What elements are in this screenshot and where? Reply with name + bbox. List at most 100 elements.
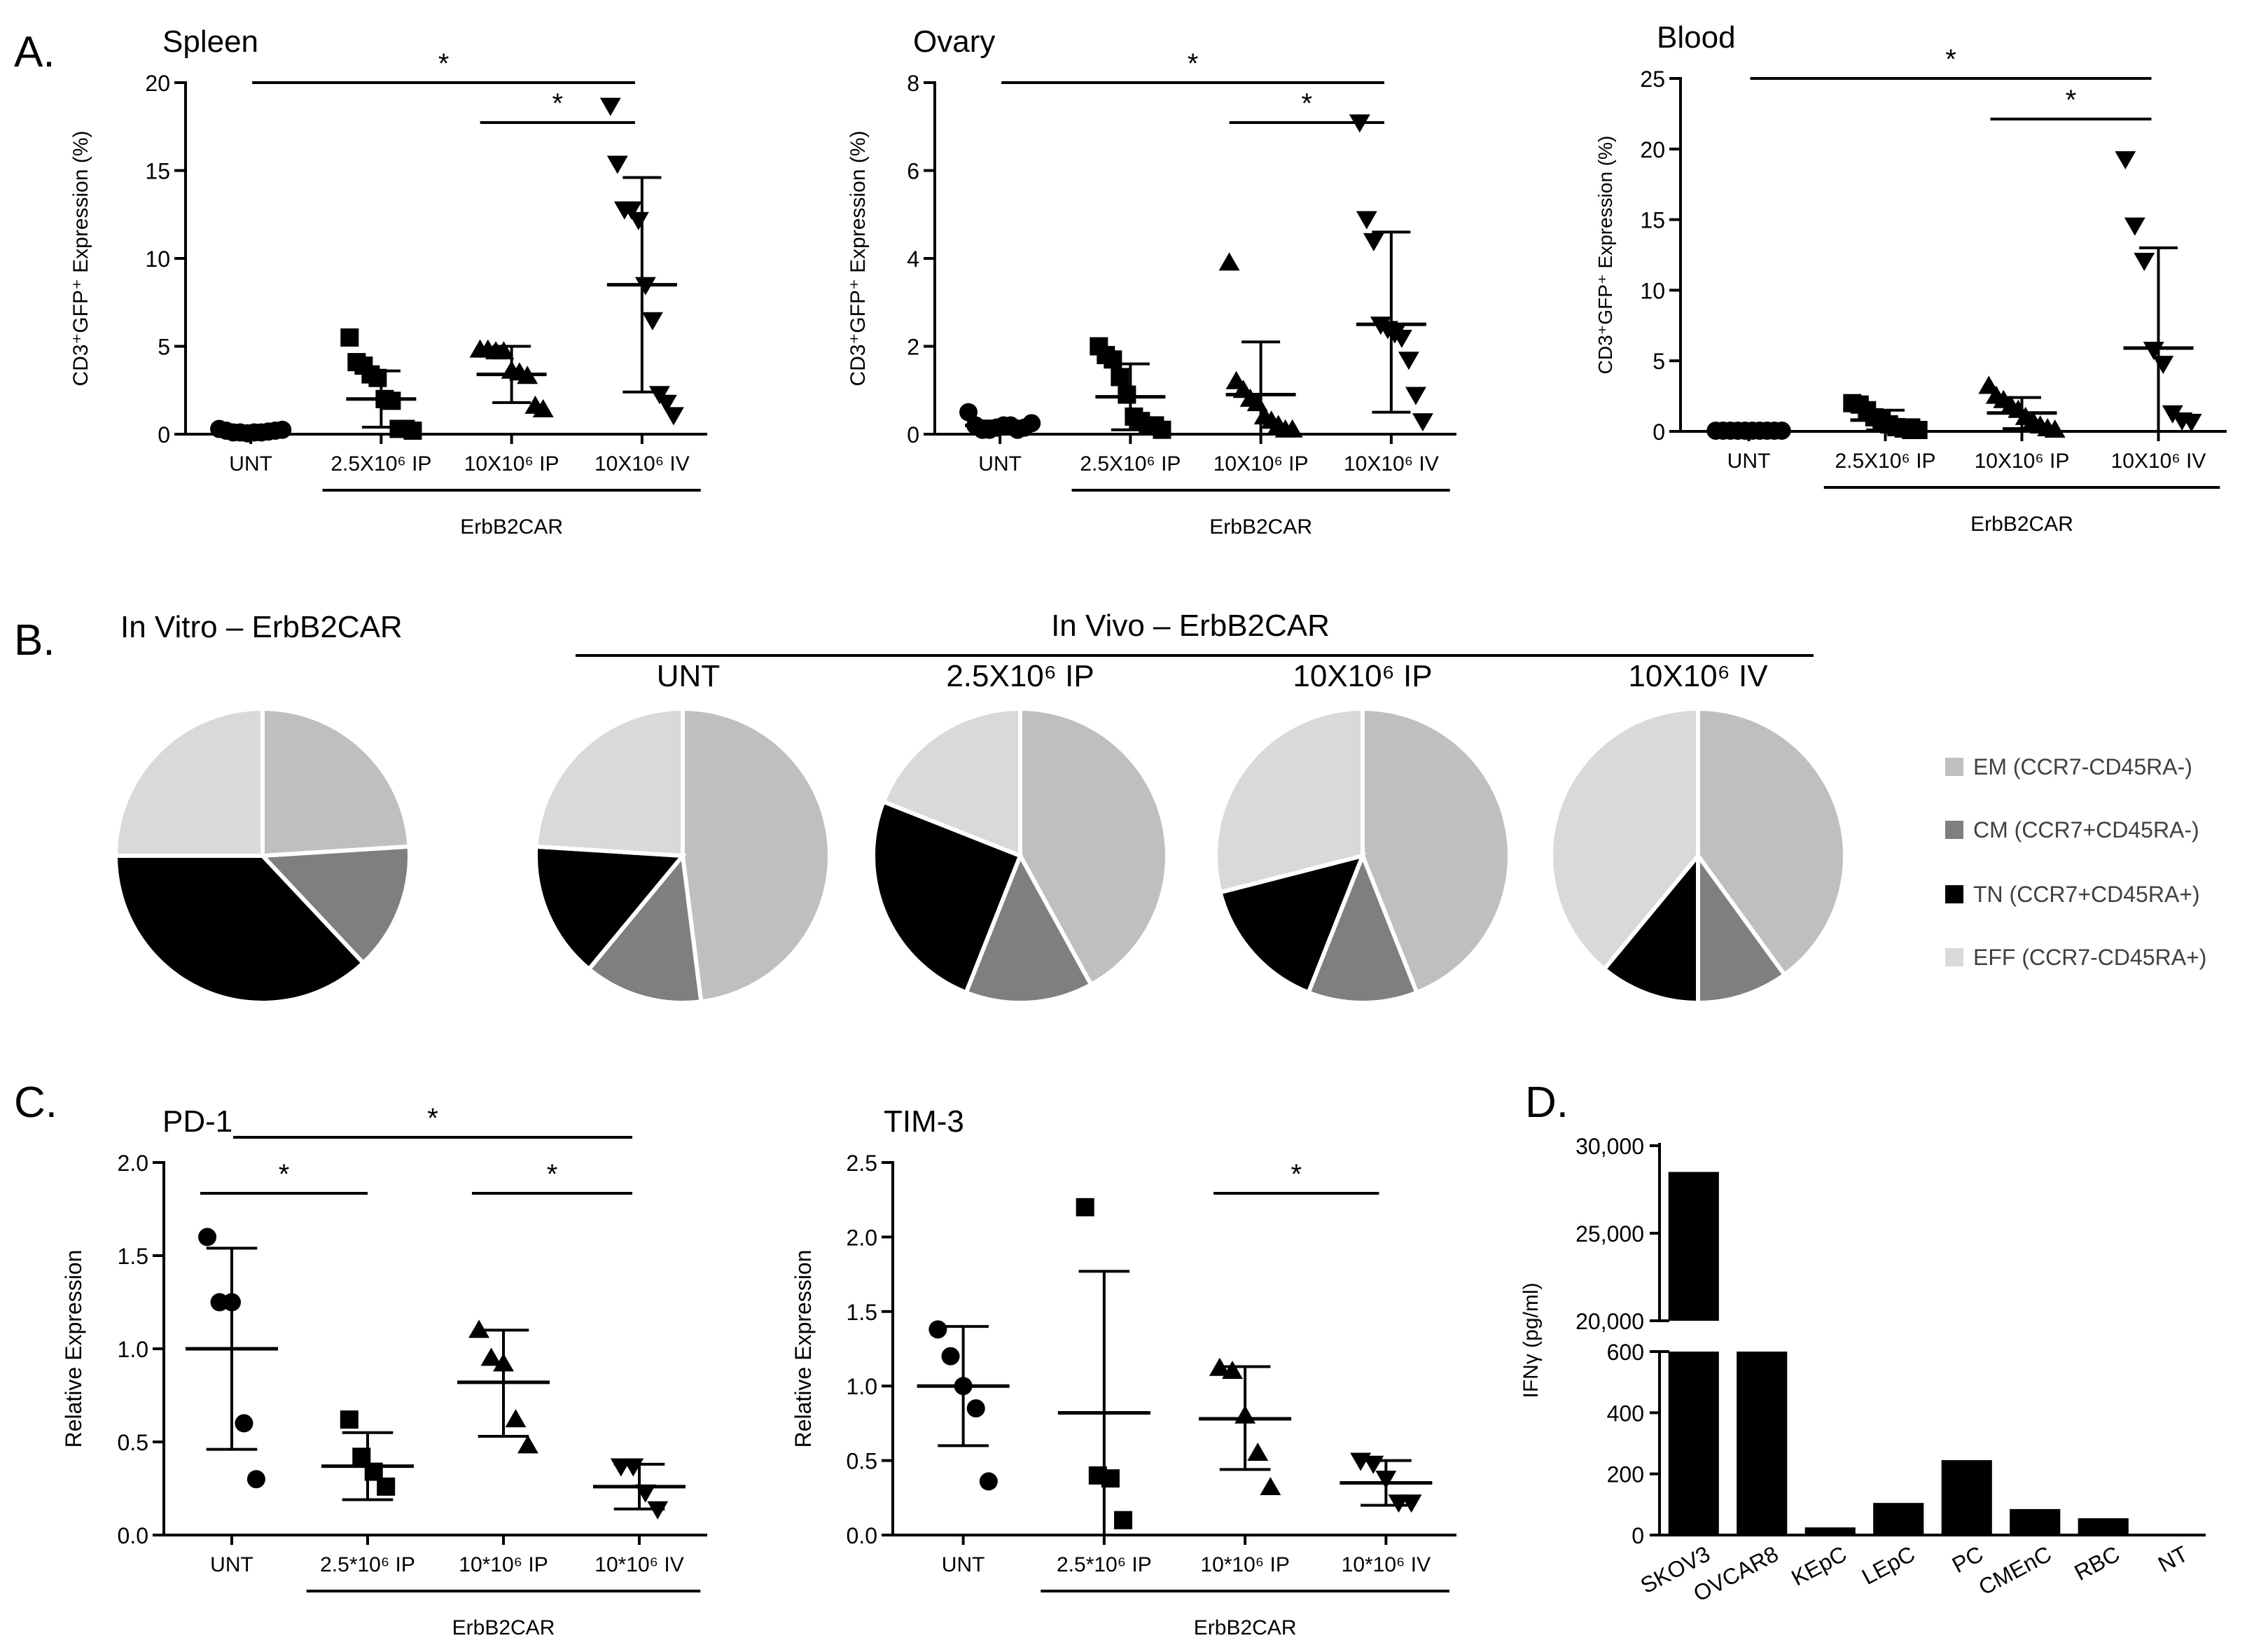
bar-skov3-lower [1668,1352,1719,1535]
bar-pc [1941,1460,1992,1535]
chart-title-blood: Blood [1657,20,1736,55]
y-axis-label: CD3⁺GFP⁺ Expression (%) [1594,136,1616,375]
x-tick-label: 10X10⁶ IP [1975,450,2070,473]
y-tick-label: 20 [145,71,170,96]
panel-label-a: A. [14,28,55,76]
x-tick-label: 2.5X10⁶ IP [331,452,431,476]
x-tick-label: UNT [942,1553,985,1576]
x-tick-label: 10*10⁶ IP [459,1553,548,1576]
x-tick-label: 2.5X10⁶ IP [1080,452,1181,476]
significance-star: * [279,1159,290,1190]
significance-star: * [438,48,450,79]
y-axis-label: IFNγ (pg/ml) [1519,1283,1543,1398]
pie-slice [258,844,412,966]
data-point-triangle-down [2180,413,2202,432]
pie-slice [534,706,685,859]
data-point-square [382,391,401,410]
data-point-circle [979,1472,998,1491]
data-point-triangle-down [1356,211,1377,230]
data-point-triangle-down [2162,405,2183,424]
y-tick-label: 0.5 [847,1449,877,1474]
data-point-triangle-down [655,394,677,413]
x-tick-label: 10X10⁶ IV [2111,450,2206,473]
panel-label-d: D. [1525,1078,1568,1127]
y-axis-label: Relative Expression [791,1250,816,1448]
y-tick-label: 30,000 [1575,1134,1644,1159]
pie-label: 2.5X10⁶ IP [946,659,1094,693]
chart-pd1: PD-1 0.0 0.5 1.0 1.5 2.0 Relative Expression UN… [61,1103,707,1639]
y-tick-label: 0.0 [118,1523,148,1548]
data-point-square [403,421,422,440]
pie-slice [1305,849,1420,1005]
data-point-triangle-down [620,201,642,220]
y-tick-label: 15 [145,159,170,184]
y-tick-label: 0 [1632,1523,1644,1548]
y-tick-label: 1.5 [118,1244,148,1269]
y-tick-label: 2.0 [118,1151,148,1176]
legend-label: EM (CCR7-CD45RA-) [1973,754,2192,779]
pie-label: 10X10⁶ IV [1628,659,1768,693]
y-tick-label: 5 [158,335,170,360]
y-axis-label: CD3⁺GFP⁺ Expression (%) [69,130,92,386]
chart-blood: Blood 0 5 10 15 20 25 CD3⁺GFP⁺ Expression (%) UN… [1594,20,2227,536]
y-tick-label: 10 [145,247,170,272]
data-point-triangle-up [532,398,554,417]
data-point-triangle-down [641,312,663,331]
pie-slice [1213,706,1365,895]
group-label: ErbB2CAR [452,1616,555,1639]
y-tick-label: 1.0 [118,1337,148,1362]
data-point-circle [246,1470,265,1489]
y-tick-label: 0.0 [847,1523,877,1548]
significance-star: * [2066,85,2077,116]
data-point-triangle-up [1260,1476,1281,1495]
y-tick-label: 2.5 [847,1151,877,1176]
pie-slice [880,706,1022,859]
bar-kepc [1804,1527,1856,1535]
y-tick-label: 0 [158,422,170,447]
significance-star: * [552,88,563,119]
data-point-triangle-up [2044,419,2066,438]
data-point-triangle-down [2134,253,2155,272]
data-point-triangle-up [517,1435,538,1454]
significance-star: * [1188,48,1199,79]
data-point-circle [198,1228,217,1247]
chart-title-ovary: Ovary [913,25,995,59]
y-tick-label: 25,000 [1575,1221,1644,1247]
bar-skov3-upper [1668,1172,1719,1321]
pie-slice [681,706,832,1004]
data-point-square [340,1410,359,1429]
legend-swatch [1945,885,1963,903]
panel-label-b: B. [14,616,55,665]
data-point-triangle-down [1405,387,1426,405]
pie-slice [1217,852,1366,996]
x-tick-label: 10*10⁶ IP [1200,1553,1289,1576]
x-tick-label: 10*10⁶ IV [594,1553,683,1576]
significance-star: * [547,1159,558,1190]
in-vivo-title: In Vivo – ErbB2CAR [1051,609,1330,643]
y-tick-label: 15 [1640,208,1665,233]
figure-layer: A. B. C. D. Spleen 0 5 10 15 20 CD3⁺GFP⁺ Expressio… [14,20,2227,1639]
panel-label-c: C. [14,1078,57,1127]
data-point-triangle-down [2124,217,2145,236]
significance-star: * [427,1103,438,1134]
data-point-square [1114,1511,1133,1529]
pie-slice [113,706,265,858]
significance-star: * [1945,44,1956,75]
pie-slice [1601,849,1700,1006]
y-tick-label: 1.0 [847,1374,877,1399]
data-point-triangle-down [1412,413,1433,432]
y-tick-label: 4 [907,247,919,272]
pie-label: UNT [657,659,720,693]
in-vitro-title: In Vitro – ErbB2CAR [120,610,403,644]
y-tick-label: 200 [1607,1462,1644,1487]
bar-lepc [1873,1503,1924,1535]
data-point-triangle-down [606,155,628,174]
data-point-square [1153,420,1171,439]
data-point-triangle-down [662,407,684,426]
data-point-square [340,328,359,347]
x-tick-label: UNT [229,452,272,476]
significance-star: * [1301,88,1312,119]
group-label: ErbB2CAR [1194,1616,1297,1639]
data-point-triangle-down [1400,1494,1422,1513]
chart-title-spleen: Spleen [162,25,258,59]
